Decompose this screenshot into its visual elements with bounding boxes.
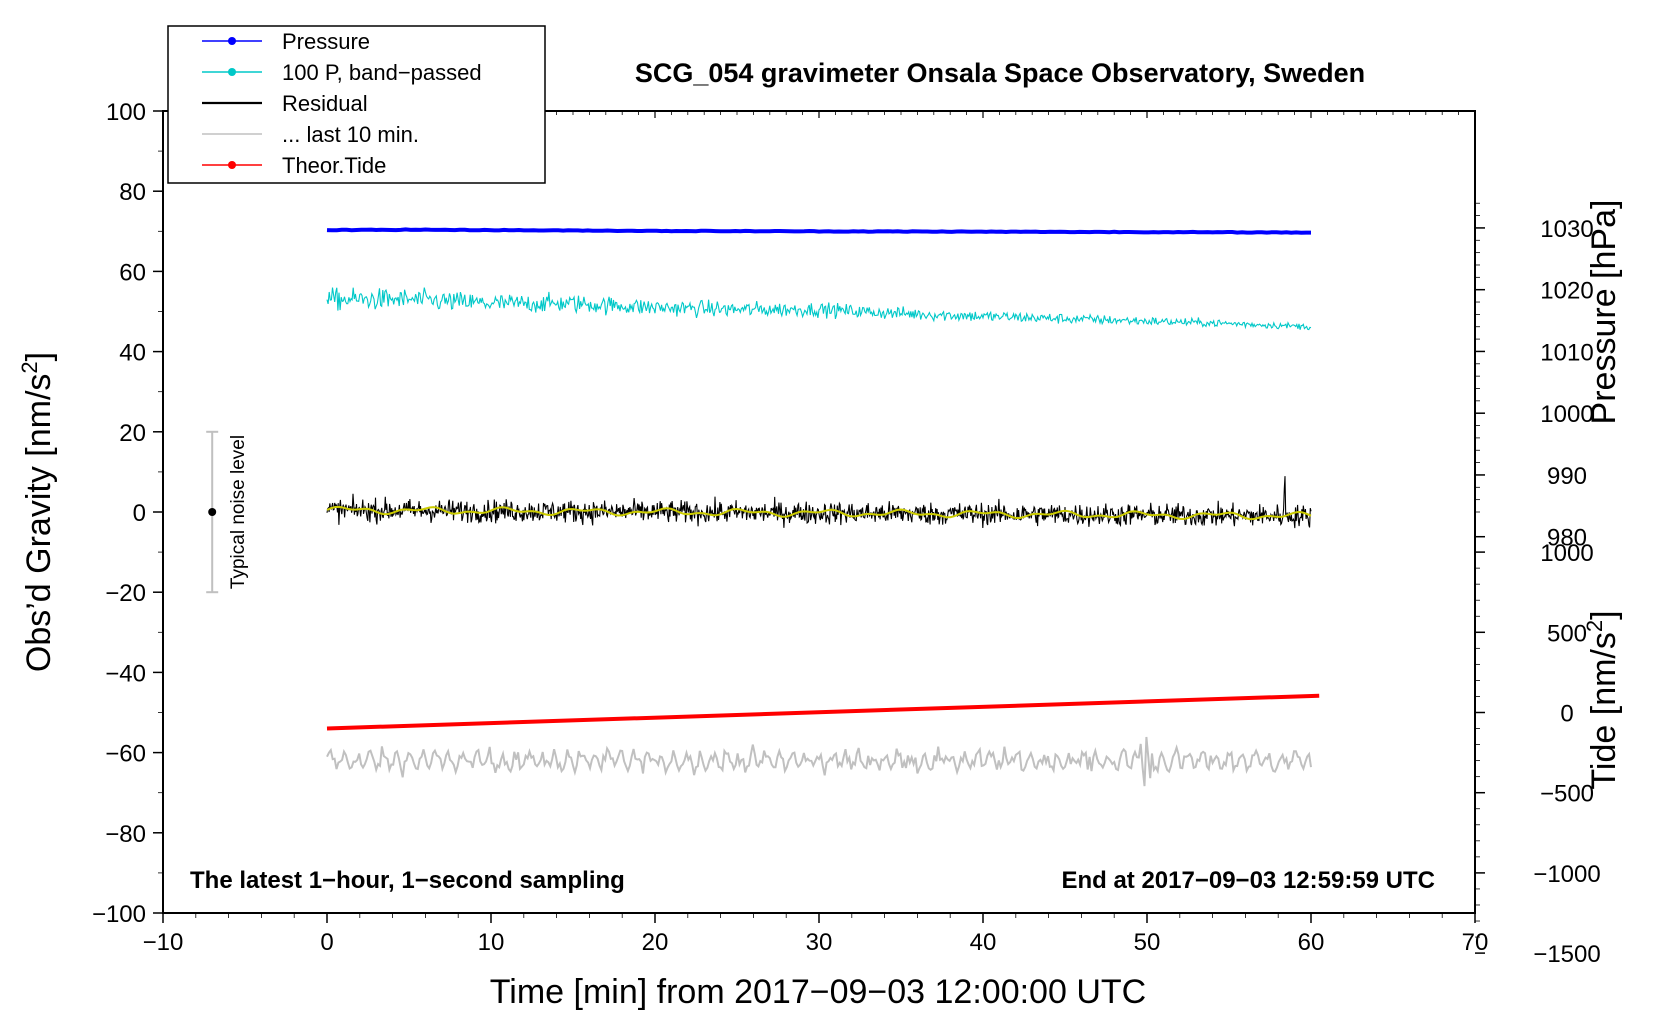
legend-label: Residual	[282, 91, 368, 116]
legend-label: Theor.Tide	[282, 153, 386, 178]
tide-axis-title-sup: 2	[1582, 620, 1607, 632]
series-residual-smoothed	[326, 505, 1312, 521]
y-axis-left-title-end: ]	[20, 352, 58, 361]
tide-tick-label: 1000	[1540, 540, 1593, 567]
x-tick-label: 20	[642, 929, 669, 956]
legend-label: 100 P, band−passed	[282, 60, 482, 85]
legend-box	[167, 25, 546, 184]
series-last-10-min	[326, 736, 1312, 787]
pressure-tick-label: 980	[1547, 525, 1587, 552]
x-axis-title: Time [min] from 2017−09−03 12:00:00 UTC	[490, 973, 1146, 1011]
sampling-note: The latest 1−hour, 1−second sampling	[190, 867, 625, 894]
pressure-axis-title: Pressure [hPa]	[1585, 200, 1623, 425]
y-tick-label: −100	[92, 901, 146, 928]
tide-tick-label: −1000	[1533, 861, 1600, 888]
legend-label: ... last 10 min.	[282, 122, 419, 147]
labels-layer: SCG_054 gravimeter Onsala Space Observat…	[17, 58, 1623, 1011]
tide-tick-label: 500	[1547, 620, 1587, 647]
legend-swatch-marker	[228, 37, 236, 45]
y-axis-left-title-sup: 2	[17, 361, 42, 373]
end-time-note: End at 2017−09−03 12:59:59 UTC	[1061, 867, 1435, 894]
tide-axis-title: Tide [nm/s2]	[1582, 610, 1623, 789]
series-layer	[326, 227, 1320, 787]
tide-tick-label: −500	[1540, 781, 1594, 808]
y-tick-label: 0	[133, 500, 146, 527]
legend-swatch-marker	[228, 68, 236, 76]
y-tick-label: 80	[119, 179, 146, 206]
tide-tick-label: −1500	[1533, 941, 1600, 968]
x-tick-label: −10	[143, 929, 184, 956]
legend: Pressure 100 P, band−passed Residual ... la…	[167, 25, 546, 184]
noise-bar-dot	[208, 508, 217, 516]
x-tick-label: 40	[970, 929, 997, 956]
y-tick-label: 60	[119, 259, 146, 286]
series-band-passed	[326, 287, 1312, 331]
tide-axis-title-main: Tide [nm/s	[1585, 632, 1623, 789]
noise-indicator: Typical noise level	[206, 430, 249, 594]
series-residual	[326, 476, 1312, 529]
pressure-tick-label: 1020	[1540, 278, 1593, 305]
tide-axis-title-end: ]	[1585, 610, 1623, 619]
x-tick-label: 60	[1298, 929, 1325, 956]
y-tick-label: −60	[105, 741, 146, 768]
chart-title: SCG_054 gravimeter Onsala Space Observat…	[635, 58, 1365, 88]
series-theor-tide	[326, 693, 1320, 731]
pressure-tick-label: 990	[1547, 463, 1587, 490]
y-tick-label: −80	[105, 821, 146, 848]
x-tick-label: 10	[478, 929, 505, 956]
y-tick-label: 100	[106, 99, 146, 126]
y-axis-left-title-main: Obs’d Gravity [nm/s	[20, 374, 58, 673]
y-tick-label: −20	[105, 580, 146, 607]
series-pressure	[326, 227, 1311, 235]
pressure-tick-label: 1010	[1540, 339, 1593, 366]
legend-swatch-marker	[228, 161, 236, 169]
y-axis-left-title: Obs’d Gravity [nm/s2]	[17, 352, 58, 672]
y-tick-label: 20	[119, 420, 146, 447]
pressure-tick-label: 1000	[1540, 401, 1593, 428]
axis-ticks: −10 0 10 20 30 40 50 60 70−100−80−60−40−20020406…	[92, 99, 1601, 968]
x-tick-label: 70	[1462, 929, 1489, 956]
x-tick-label: 0	[320, 929, 333, 956]
noise-level-label: Typical noise level	[228, 435, 249, 589]
tide-tick-label: 0	[1560, 701, 1573, 728]
legend-label: Pressure	[282, 29, 370, 54]
x-tick-label: 30	[806, 929, 833, 956]
x-tick-label: 50	[1134, 929, 1161, 956]
y-tick-label: −40	[105, 660, 146, 687]
pressure-tick-label: 1030	[1540, 216, 1593, 243]
y-tick-label: 40	[119, 340, 146, 367]
